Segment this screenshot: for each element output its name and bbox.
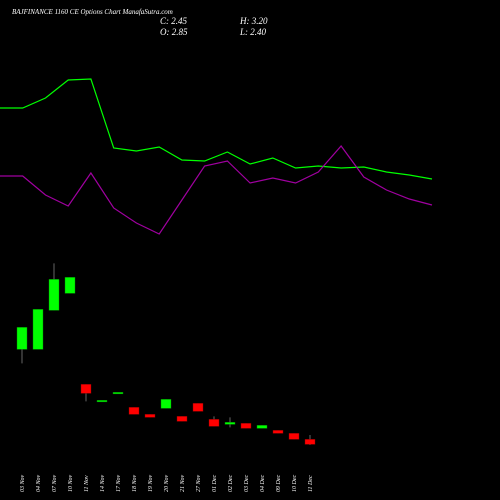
x-tick-label: 17 Nov <box>116 474 122 492</box>
candle-body <box>192 403 204 412</box>
candle-body <box>112 392 124 395</box>
candle-body <box>224 422 236 425</box>
candle-body <box>288 433 300 440</box>
x-tick-label: 11 Nov <box>84 475 90 492</box>
candle-body <box>304 439 316 445</box>
candle-body <box>176 416 188 422</box>
ohlc-label: H: 3.20 <box>239 16 268 26</box>
x-tick-label: 02 Dec <box>228 475 234 492</box>
candle-body <box>64 277 76 294</box>
x-tick-label: 04 Nov <box>35 474 42 492</box>
x-tick-label: 10 Nov <box>68 474 74 492</box>
x-tick-label: 07 Nov <box>52 474 58 492</box>
x-tick-label: 01 Dec <box>212 475 218 492</box>
ohlc-label: C: 2.45 <box>160 16 188 26</box>
indicator-line <box>0 145 433 235</box>
x-tick-label: 03 Nov <box>20 474 26 492</box>
indicator-line <box>0 78 433 180</box>
x-tick-label: 03 Dec <box>244 475 250 492</box>
x-tick-label: 11 Dec <box>308 475 314 492</box>
candle-body <box>240 423 252 429</box>
x-tick-label: 20 Nov <box>164 474 170 492</box>
candle-body <box>128 407 140 415</box>
ohlc-label: O: 2.85 <box>160 27 188 37</box>
chart-title: BAJFINANCE 1160 CE Options Chart ManafaS… <box>12 8 173 16</box>
candle-body <box>80 384 92 394</box>
candle-body <box>144 414 156 418</box>
candle-body <box>256 425 268 429</box>
candle-body <box>32 309 44 350</box>
x-tick-label: 19 Nov <box>148 474 154 492</box>
x-tick-label: 27 Nov <box>196 474 202 492</box>
ohlc-label: L: 2.40 <box>239 27 267 37</box>
candle-body <box>16 327 28 350</box>
x-tick-label: 14 Nov <box>99 474 106 492</box>
x-tick-label: 09 Dec <box>276 475 282 492</box>
x-tick-label: 18 Nov <box>132 474 138 492</box>
x-tick-label: 04 Dec <box>259 475 266 492</box>
candle-body <box>272 430 284 434</box>
x-tick-label: 10 Dec <box>292 475 298 492</box>
candle-body <box>48 279 60 311</box>
candle-body <box>96 400 108 403</box>
candle-body <box>208 419 220 427</box>
candle-body <box>160 399 172 409</box>
x-tick-label: 21 Nov <box>180 474 186 492</box>
